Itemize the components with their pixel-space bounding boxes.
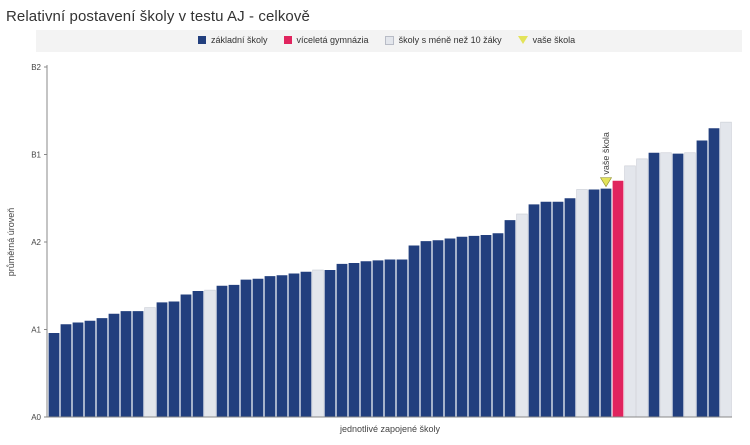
- bar-school: [672, 153, 684, 418]
- bar-school: [192, 291, 204, 417]
- bar-school: [408, 245, 420, 417]
- bar-small-school: [312, 269, 324, 418]
- bar-school: [384, 259, 396, 417]
- bar-school: [288, 273, 300, 417]
- bar-school: [468, 235, 480, 418]
- legend-label-male-skoly: školy s méně než 10 žáky: [398, 35, 502, 45]
- bar-school: [648, 152, 660, 417]
- bar-school: [528, 204, 540, 418]
- bar-small-school: [576, 189, 588, 418]
- y-tick-label: A1: [31, 326, 41, 335]
- bar-school: [324, 270, 336, 417]
- legend-label-zakladni: základní školy: [211, 35, 268, 45]
- bar-school: [588, 189, 600, 417]
- bar-school: [372, 260, 384, 418]
- bar-small-school: [720, 121, 732, 418]
- bar-school: [132, 311, 144, 418]
- bar-school: [168, 301, 180, 417]
- bar-school: [504, 220, 516, 418]
- bar-school: [444, 238, 456, 417]
- bar-school: [396, 259, 408, 417]
- legend-item-zakladni[interactable]: základní školy: [198, 35, 268, 45]
- bar-school: [300, 271, 312, 417]
- bar-school: [708, 128, 720, 417]
- chart-title: Relativní postavení školy v testu AJ - c…: [6, 8, 310, 25]
- bar-small-school: [636, 158, 648, 418]
- x-axis-label: jednotlivé zapojené školy: [339, 424, 441, 434]
- bar-school: [696, 140, 708, 417]
- your-school-marker-icon: [599, 177, 613, 188]
- bar-school: [456, 236, 468, 417]
- bar-school: [432, 240, 444, 417]
- y-tick-label: A0: [31, 413, 41, 422]
- y-tick-label: B2: [31, 63, 41, 72]
- legend-swatch-zakladni: [198, 36, 206, 44]
- bar-school: [252, 278, 264, 417]
- bar-school: [492, 233, 504, 417]
- bar-school: [240, 279, 252, 418]
- bar-school: [96, 318, 108, 418]
- bar-small-school: [144, 307, 156, 418]
- bar-school: [360, 261, 372, 417]
- legend-swatch-male-skoly: [384, 35, 394, 45]
- y-tick-label: A2: [31, 238, 41, 247]
- bar-school: [48, 333, 60, 417]
- bar-school: [228, 284, 240, 418]
- bar-small-school: [624, 165, 636, 418]
- bar-gymnazium: [612, 180, 624, 417]
- bar-school: [264, 276, 276, 418]
- legend-swatch-gymnazia: [283, 36, 292, 44]
- bar-school: [336, 263, 348, 418]
- bar-school: [540, 201, 552, 417]
- bar-small-school: [204, 289, 216, 418]
- bar-school: [120, 311, 132, 418]
- bar-school: [276, 275, 288, 417]
- legend-label-vase-skola: vaše škola: [532, 35, 576, 45]
- legend-item-male-skoly[interactable]: školy s méně než 10 žáky: [384, 35, 502, 45]
- bar-school: [84, 320, 96, 417]
- bar-school: [600, 188, 612, 418]
- legend-item-vase-skola[interactable]: vaše škola: [517, 35, 576, 45]
- bar-school: [420, 241, 432, 417]
- bar-school: [180, 294, 192, 417]
- legend-label-gymnazia: víceletá gymnázia: [296, 35, 369, 45]
- bar-school: [564, 198, 576, 417]
- bar-school: [216, 285, 228, 417]
- bar-school: [156, 302, 168, 418]
- bar-small-school: [684, 152, 696, 418]
- bar-school: [108, 313, 120, 417]
- your-school-marker-label: vaše škola: [601, 132, 611, 175]
- y-axis-label: průměrná úroveň: [6, 208, 16, 277]
- legend-swatch-vase-skola: [517, 36, 528, 44]
- y-tick-label: B1: [31, 151, 41, 160]
- bar-school: [60, 324, 72, 417]
- bar-small-school: [660, 152, 672, 418]
- legend: základní školy víceletá gymnázia školy s…: [198, 35, 575, 45]
- bar-school: [480, 235, 492, 417]
- bar-small-school: [516, 213, 528, 418]
- bar-school: [72, 322, 84, 417]
- legend-item-gymnazia[interactable]: víceletá gymnázia: [283, 35, 369, 45]
- bar-school: [348, 263, 360, 417]
- bar-school: [552, 201, 564, 417]
